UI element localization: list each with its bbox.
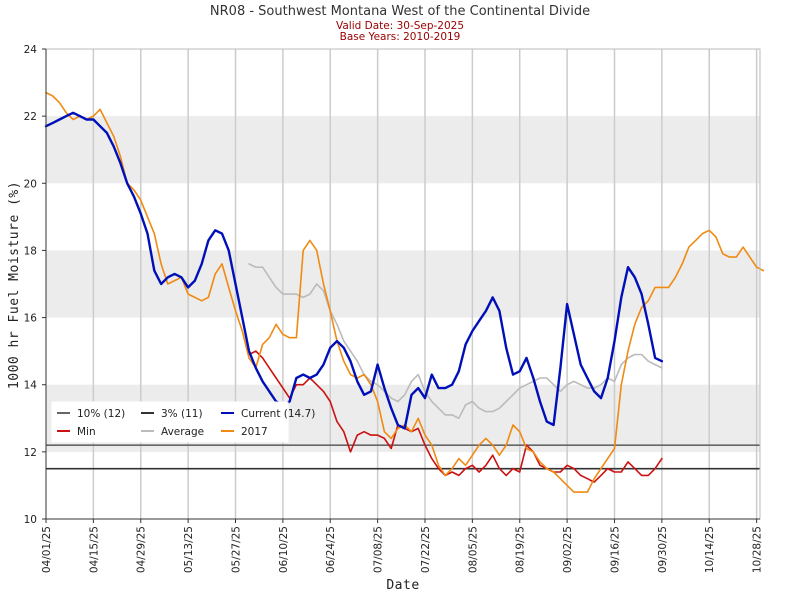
x-tick-label: 09/30/25 bbox=[657, 526, 669, 573]
y-tick-label: 18 bbox=[24, 245, 37, 257]
x-tick-label: 06/24/25 bbox=[325, 526, 337, 573]
band-2 bbox=[46, 116, 760, 184]
y-axis-label: 1000 hr Fuel Moisture (%) bbox=[7, 181, 22, 389]
series-line-3 bbox=[44, 111, 664, 430]
x-tick-label: 04/15/25 bbox=[88, 526, 100, 573]
legend-label-2: Current (14.7) bbox=[241, 408, 315, 420]
legend-label-3: Min bbox=[77, 426, 96, 438]
y-tick-label: 14 bbox=[24, 380, 38, 392]
x-tick-label: 08/05/25 bbox=[467, 526, 479, 573]
y-tick-label: 22 bbox=[24, 111, 37, 123]
legend: 10% (12) 3% (11) Current (14.7) Min Average 2… bbox=[51, 401, 315, 443]
y-tick-label: 12 bbox=[24, 447, 37, 459]
legend-label-5: 2017 bbox=[241, 426, 268, 438]
chart-title: NR08 - Southwest Montana West of the Con… bbox=[210, 4, 590, 19]
x-tick-label: 05/27/25 bbox=[230, 526, 242, 573]
x-tick-label: 07/22/25 bbox=[420, 526, 432, 573]
x-tick-label: 10/14/25 bbox=[704, 526, 716, 573]
legend-label-4: Average bbox=[161, 426, 204, 438]
y-tick-label: 20 bbox=[24, 178, 37, 190]
chart-subtitle-base-years: Base Years: 2010-2019 bbox=[340, 31, 461, 43]
chart-subtitle-valid-date: Valid Date: 30-Sep-2025 bbox=[336, 20, 464, 32]
series-lines bbox=[44, 91, 765, 493]
x-tick-label: 10/28/25 bbox=[752, 526, 764, 573]
legend-label-1: 3% (11) bbox=[161, 408, 203, 420]
x-axis-ticks: 04/01/25 04/15/25 04/29/25 05/13/25 05/27/25… bbox=[41, 519, 764, 573]
x-tick-label: 04/01/25 bbox=[41, 526, 53, 573]
legend-box bbox=[51, 401, 289, 443]
x-tick-label: 08/19/25 bbox=[515, 526, 527, 573]
x-tick-label: 04/29/25 bbox=[136, 526, 148, 573]
plot-frame bbox=[45, 48, 761, 520]
x-tick-label: 06/10/25 bbox=[278, 526, 290, 573]
x-tick-label: 09/02/25 bbox=[562, 526, 574, 573]
y-tick-label: 24 bbox=[24, 44, 38, 56]
x-tick-label: 05/13/25 bbox=[183, 526, 195, 573]
x-tick-label: 07/08/25 bbox=[373, 526, 385, 573]
y-tick-label: 10 bbox=[24, 514, 37, 526]
legend-label-0: 10% (12) bbox=[77, 408, 125, 420]
threshold-lines bbox=[46, 444, 760, 470]
y-axis-ticks: 10 12 14 16 18 20 22 24 bbox=[24, 44, 46, 526]
x-tick-label: 09/16/25 bbox=[609, 526, 621, 573]
y-tick-label: 16 bbox=[24, 313, 38, 325]
band-1 bbox=[46, 250, 760, 318]
x-axis-label: Date bbox=[386, 578, 419, 593]
